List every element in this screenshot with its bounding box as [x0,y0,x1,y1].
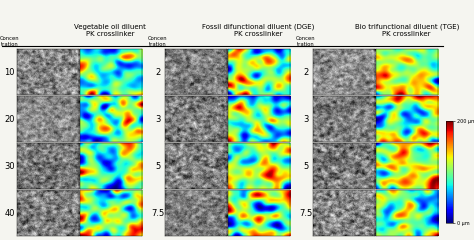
Text: Concen
tration: Concen tration [148,36,167,47]
Text: Concen
tration: Concen tration [296,36,316,47]
Text: 7.5: 7.5 [299,209,312,218]
Text: Bio trifunctional diluent (TGE)
PK crosslinker: Bio trifunctional diluent (TGE) PK cross… [355,23,459,37]
Text: 20: 20 [4,115,15,124]
Text: 7.5: 7.5 [151,209,164,218]
Text: 3: 3 [303,115,309,124]
Text: 2: 2 [155,67,160,77]
Text: 2: 2 [303,67,309,77]
Text: Concen
tration: Concen tration [0,36,19,47]
Text: 40: 40 [4,209,15,218]
Text: 5: 5 [155,162,160,171]
Text: 5: 5 [303,162,309,171]
Text: 3: 3 [155,115,160,124]
Text: Vegetable oil diluent
PK crosslinker: Vegetable oil diluent PK crosslinker [74,24,146,36]
Text: 10: 10 [4,67,15,77]
Text: 30: 30 [4,162,15,171]
Text: Fossil difunctional diluent (DGE)
PK crosslinker: Fossil difunctional diluent (DGE) PK cro… [202,23,315,37]
